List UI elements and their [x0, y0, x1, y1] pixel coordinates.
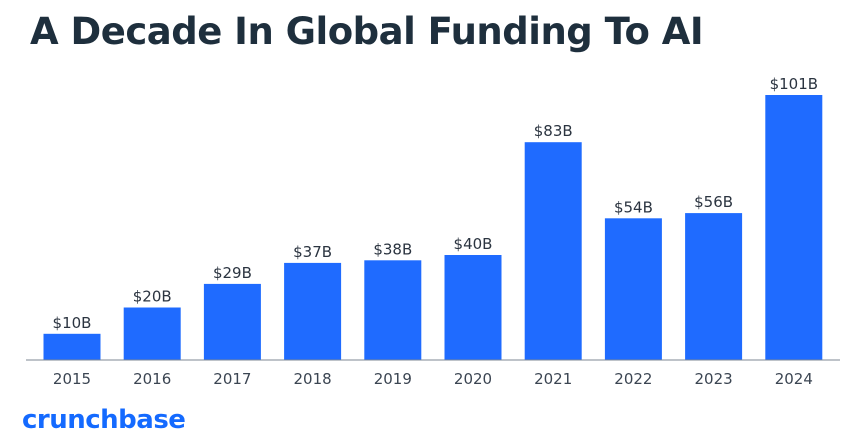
x-tick-label-2019: 2019	[374, 370, 412, 388]
crunchbase-logo: crunchbase	[22, 405, 186, 435]
chart-title: A Decade In Global Funding To AI	[30, 10, 704, 53]
bar-2024	[765, 95, 823, 360]
x-tick-label-2017: 2017	[213, 370, 251, 388]
value-label-2015: $10B	[53, 314, 92, 332]
bar-2017	[203, 283, 261, 360]
value-label-2019: $38B	[373, 240, 412, 258]
value-label-2022: $54B	[614, 198, 653, 216]
bar-2023	[685, 213, 743, 360]
x-tick-label-2022: 2022	[614, 370, 652, 388]
value-label-2017: $29B	[213, 264, 252, 282]
bar-2015	[43, 333, 101, 360]
bar-2016	[123, 307, 181, 360]
x-tick-label-2020: 2020	[454, 370, 492, 388]
bar-2018	[284, 262, 342, 360]
value-label-2020: $40B	[454, 235, 493, 253]
value-label-2016: $20B	[133, 288, 172, 306]
x-tick-label-2018: 2018	[294, 370, 332, 388]
bar-chart: $10B $20B $29B $37B $38B $40B $83B $54B $56B $101…	[26, 75, 840, 388]
value-label-2021: $83B	[534, 122, 573, 140]
bars-group	[43, 95, 823, 360]
bar-2019	[364, 260, 422, 360]
x-tick-label-2024: 2024	[775, 370, 813, 388]
bar-2022	[604, 218, 662, 360]
value-label-2024: $101B	[770, 75, 818, 93]
value-labels-group: $10B $20B $29B $37B $38B $40B $83B $54B $56B $101…	[53, 75, 818, 332]
value-label-2023: $56B	[694, 193, 733, 211]
value-label-2018: $37B	[293, 243, 332, 261]
x-tick-label-2023: 2023	[695, 370, 733, 388]
x-tick-label-2016: 2016	[133, 370, 171, 388]
x-tick-labels-group: 2015 2016 2017 2018 2019 2020 2021 2022 2023 2024	[53, 370, 813, 388]
bar-2021	[524, 142, 582, 360]
x-tick-label-2021: 2021	[534, 370, 572, 388]
x-tick-label-2015: 2015	[53, 370, 91, 388]
bar-2020	[444, 255, 502, 360]
